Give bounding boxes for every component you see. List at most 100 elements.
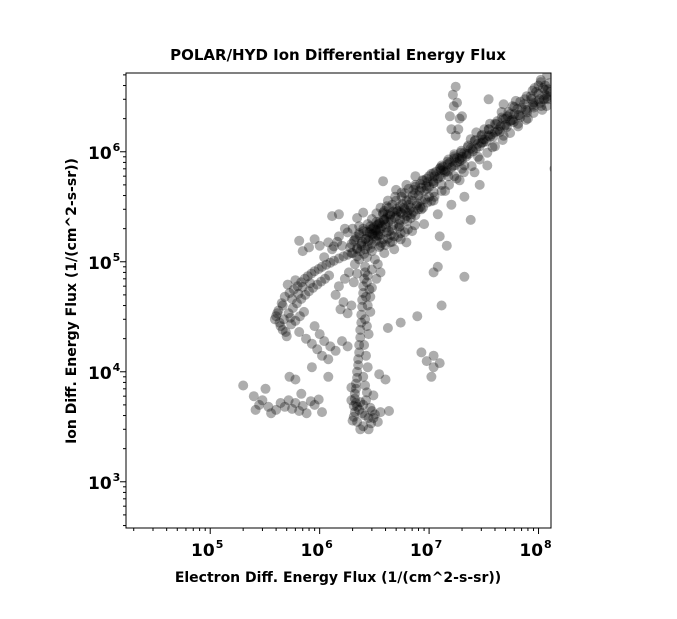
- data-point: [537, 104, 548, 115]
- data-point: [321, 259, 332, 270]
- data-point: [369, 409, 380, 420]
- data-point: [297, 246, 308, 257]
- data-point: [372, 259, 383, 270]
- x-tick-label: 106: [300, 538, 333, 561]
- data-point: [459, 160, 470, 171]
- data-point: [372, 230, 383, 240]
- data-point: [248, 391, 259, 402]
- data-point: [375, 223, 386, 234]
- data-point: [278, 314, 289, 325]
- data-point: [496, 112, 507, 123]
- data-point: [361, 350, 371, 361]
- data-point: [363, 235, 374, 246]
- data-point: [362, 240, 373, 251]
- data-point: [397, 209, 408, 219]
- data-point: [490, 118, 500, 129]
- data-point: [505, 116, 516, 127]
- data-point: [442, 156, 453, 167]
- data-point: [440, 167, 451, 178]
- data-point: [453, 124, 464, 135]
- data-point: [399, 227, 410, 238]
- data-point: [422, 177, 433, 188]
- data-point: [483, 124, 494, 135]
- data-point: [279, 401, 290, 412]
- data-point: [521, 91, 532, 102]
- data-point: [346, 395, 357, 406]
- data-point: [434, 358, 445, 369]
- data-point: [352, 213, 363, 223]
- data-point: [305, 396, 316, 407]
- data-point: [510, 95, 521, 106]
- data-point: [395, 207, 406, 218]
- data-point: [427, 176, 438, 187]
- data-point: [527, 85, 538, 96]
- data-point: [317, 350, 327, 361]
- data-point: [444, 157, 455, 168]
- data-point: [342, 249, 353, 260]
- data-point: [522, 107, 533, 118]
- data-point: [507, 101, 518, 112]
- data-point: [309, 234, 320, 245]
- data-point: [283, 395, 294, 406]
- data-point: [302, 271, 313, 282]
- data-point: [313, 394, 324, 405]
- data-point: [419, 186, 430, 196]
- data-point: [284, 288, 295, 298]
- data-point: [346, 300, 357, 311]
- data-point: [325, 341, 336, 352]
- data-point: [357, 294, 368, 305]
- data-point: [388, 220, 399, 231]
- data-point: [501, 122, 512, 132]
- data-point: [508, 117, 519, 128]
- data-point: [349, 234, 360, 245]
- data-point: [375, 229, 386, 240]
- data-point: [540, 84, 551, 95]
- data-point: [376, 238, 387, 248]
- data-point: [274, 317, 285, 328]
- data-point: [380, 374, 391, 385]
- data-point: [434, 171, 445, 182]
- data-point: [520, 104, 531, 115]
- data-point: [424, 171, 435, 182]
- data-point: [476, 138, 487, 149]
- data-point: [354, 340, 365, 350]
- data-point: [337, 240, 347, 251]
- data-point: [320, 273, 330, 284]
- data-point: [357, 236, 368, 247]
- plot-frame: [125, 72, 552, 529]
- data-point: [396, 191, 407, 202]
- data-point: [469, 136, 480, 147]
- data-point: [514, 110, 525, 121]
- data-point: [454, 113, 465, 124]
- data-point: [429, 171, 440, 182]
- data-point: [352, 243, 363, 254]
- data-point: [421, 356, 432, 367]
- data-point: [449, 171, 460, 182]
- data-point: [324, 270, 335, 281]
- data-point: [382, 195, 393, 206]
- data-point: [403, 194, 414, 205]
- data-point: [469, 167, 480, 178]
- data-point: [505, 128, 516, 138]
- data-point: [354, 347, 365, 358]
- data-point: [385, 210, 396, 221]
- data-point: [356, 239, 367, 249]
- data-point: [368, 233, 379, 244]
- data-point: [287, 303, 298, 313]
- data-point: [254, 399, 265, 410]
- data-point: [257, 395, 268, 406]
- data-point: [402, 224, 413, 235]
- data-point: [382, 323, 393, 333]
- data-point: [250, 404, 261, 415]
- data-point: [393, 232, 403, 242]
- data-point: [507, 114, 518, 125]
- data-point: [362, 362, 373, 373]
- data-point: [281, 331, 292, 342]
- data-point: [454, 156, 465, 167]
- data-point: [346, 382, 357, 393]
- data-point: [296, 293, 307, 304]
- data-point: [323, 354, 334, 365]
- data-point: [519, 99, 530, 109]
- data-point: [360, 410, 371, 421]
- data-point: [485, 118, 495, 129]
